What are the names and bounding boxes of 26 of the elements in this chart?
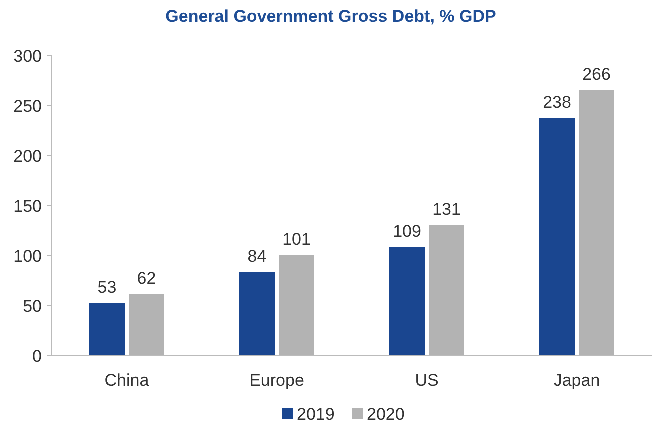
- bar: [540, 118, 575, 356]
- data-label: 266: [582, 65, 611, 84]
- data-label: 109: [393, 222, 422, 241]
- data-label: 84: [248, 247, 267, 266]
- data-label: 53: [98, 278, 117, 297]
- y-tick-label: 100: [14, 246, 42, 266]
- legend-label: 2020: [367, 405, 405, 424]
- y-tick-label: 250: [14, 96, 42, 116]
- bar: [240, 272, 275, 356]
- x-tick-label: Japan: [554, 371, 600, 390]
- legend-label: 2019: [297, 405, 335, 424]
- x-tick-label: China: [104, 371, 150, 390]
- data-label: 62: [137, 269, 156, 288]
- bar: [390, 247, 425, 356]
- x-tick-label: US: [415, 371, 439, 390]
- bar: [90, 303, 125, 356]
- y-tick-label: 0: [32, 346, 42, 366]
- data-label: 101: [282, 230, 311, 249]
- y-tick-label: 150: [14, 196, 42, 216]
- y-tick-label: 50: [23, 296, 42, 316]
- data-label: 238: [543, 93, 572, 112]
- y-tick-label: 200: [14, 146, 42, 166]
- data-label: 131: [432, 200, 461, 219]
- x-tick-label: Europe: [250, 371, 304, 390]
- chart-title: General Government Gross Debt, % GDP: [166, 7, 496, 26]
- y-tick-label: 300: [14, 46, 42, 66]
